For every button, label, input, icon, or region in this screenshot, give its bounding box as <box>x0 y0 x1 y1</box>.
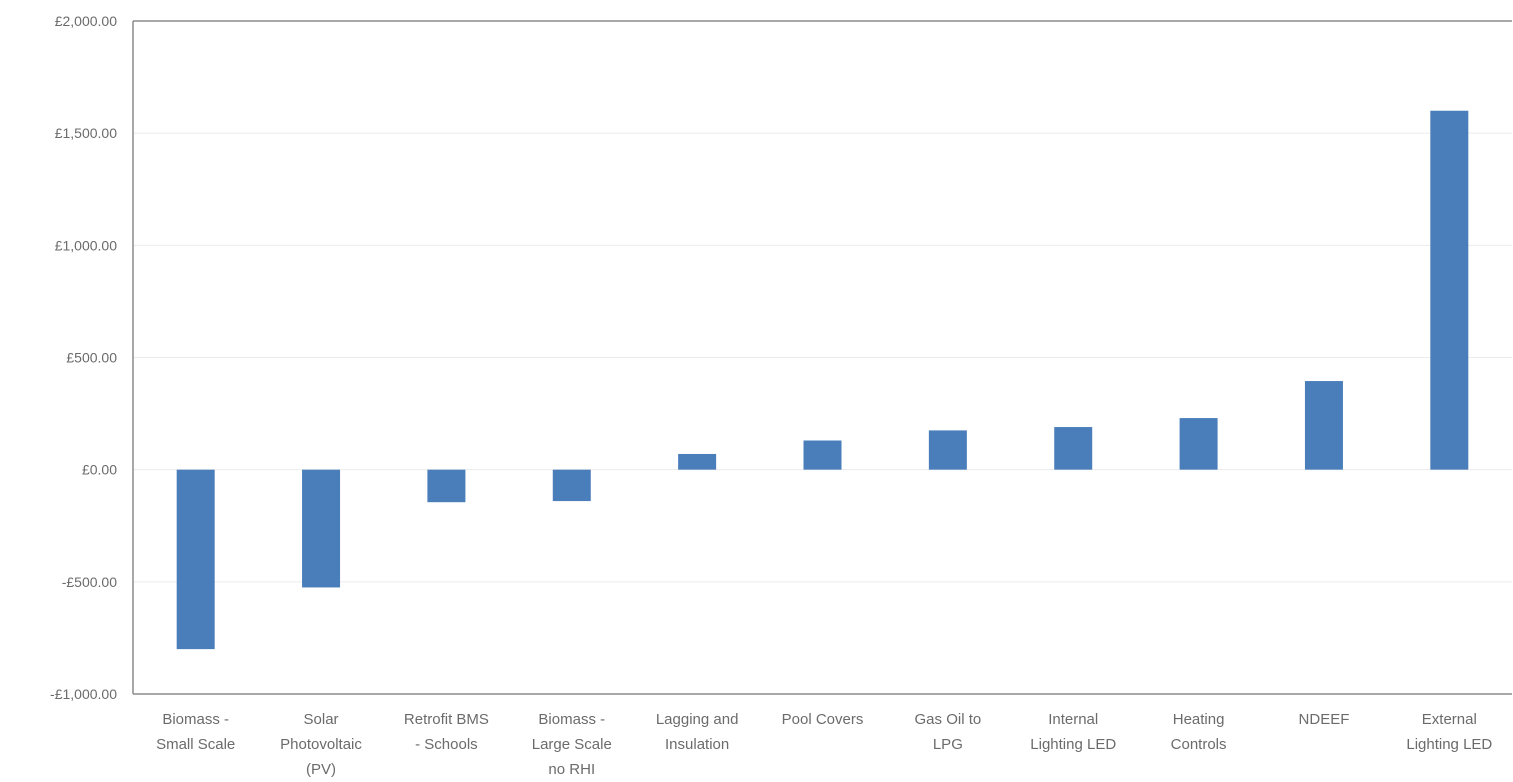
x-tick-label-line: no RHI <box>548 761 595 778</box>
bar <box>302 469 341 588</box>
bar <box>928 430 967 470</box>
x-tick-label-line: LPG <box>933 736 963 753</box>
bar <box>1179 418 1218 470</box>
x-tick-label-line: Lighting LED <box>1406 736 1492 753</box>
x-tick-label: Heating Controls <box>1171 711 1227 753</box>
x-tick-label: Pool Covers <box>782 711 864 728</box>
bar <box>427 469 466 503</box>
y-tick-label: £1,500.00 <box>55 125 117 141</box>
x-tick-label: Lagging and Insulation <box>656 711 739 753</box>
x-tick-label: Solar Photovoltaic (PV) <box>280 711 362 778</box>
bar <box>1430 110 1469 470</box>
y-tick-label: £500.00 <box>66 350 117 366</box>
y-tick-label: £0.00 <box>82 462 117 478</box>
x-tick-label: Internal Lighting LED <box>1030 711 1116 753</box>
x-tick-label: Biomass - Small Scale <box>156 711 235 753</box>
bar <box>552 469 591 502</box>
x-tick-label-line: Insulation <box>665 736 729 753</box>
x-tick-label-line: Controls <box>1171 736 1227 753</box>
x-tick-label-line: Large Scale <box>532 736 612 753</box>
x-tick-label: Biomass - Large Scale no RHI <box>532 711 612 778</box>
y-axis-tick-labels: £2,000.00 £1,500.00 £1,000.00 £500.00 £0.00 -… <box>50 13 117 702</box>
x-tick-label: External Lighting LED <box>1406 711 1492 753</box>
x-tick-label-line: (PV) <box>306 761 336 778</box>
x-tick-label-line: Gas Oil to <box>915 711 982 728</box>
y-tick-label: -£1,000.00 <box>50 686 117 702</box>
x-tick-label-line: Lagging and <box>656 711 739 728</box>
x-tick-label-line: Internal <box>1048 711 1098 728</box>
x-tick-label-line: Small Scale <box>156 736 235 753</box>
gridlines <box>133 132 1512 583</box>
x-tick-label-line: - Schools <box>415 736 478 753</box>
x-tick-label-line: NDEEF <box>1299 711 1350 728</box>
x-tick-label-line: Retrofit BMS <box>404 711 489 728</box>
bar <box>678 453 717 470</box>
bar <box>176 469 215 650</box>
bars <box>176 110 1469 650</box>
x-tick-label-line: Solar <box>304 711 339 728</box>
bar <box>1054 427 1093 470</box>
axes <box>132 20 1512 695</box>
x-tick-label-line: Biomass - <box>538 711 605 728</box>
y-tick-label: £1,000.00 <box>55 237 117 253</box>
x-tick-label-line: Biomass - <box>162 711 229 728</box>
x-tick-label-line: Lighting LED <box>1030 736 1116 753</box>
x-tick-label: NDEEF <box>1299 711 1350 728</box>
y-tick-label: -£500.00 <box>62 574 117 590</box>
x-tick-label-line: Heating <box>1173 711 1225 728</box>
bar <box>1304 381 1343 470</box>
y-tick-label: £2,000.00 <box>55 13 117 29</box>
x-tick-label-line: Photovoltaic <box>280 736 362 753</box>
x-tick-label: Gas Oil to LPG <box>915 711 982 753</box>
bar <box>803 440 842 470</box>
x-tick-label-line: Pool Covers <box>782 711 864 728</box>
x-tick-label-line: External <box>1422 711 1477 728</box>
x-axis-tick-labels: Biomass - Small Scale Solar Photovoltaic (PV… <box>156 711 1492 778</box>
x-tick-label: Retrofit BMS - Schools <box>404 711 489 753</box>
